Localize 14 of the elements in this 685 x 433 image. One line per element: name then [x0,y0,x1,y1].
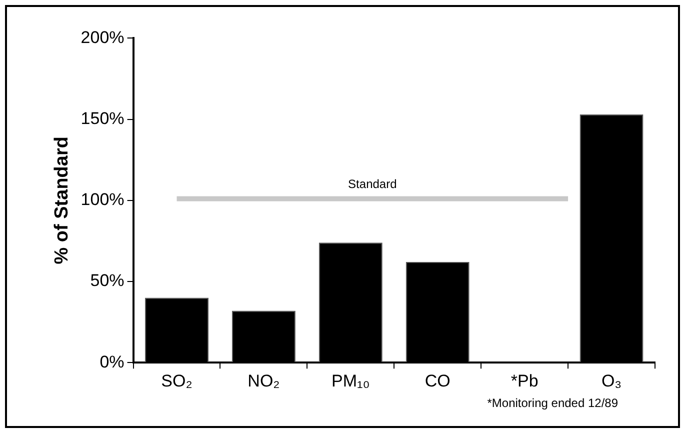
text: *Monitoring ended 12/89 [487,396,618,410]
y-tick-label: 100% [80,190,124,210]
ref-line-label: Standard [348,177,397,192]
y-tick-label: 200% [80,28,124,47]
x-tick-label: CO [424,371,450,390]
y-tick-label: 0% [100,352,124,372]
x-tick-label: SO₂ [161,371,192,390]
x-tick-label: *Pb [510,371,538,390]
x-tick-label: PM₁₀ [332,371,370,390]
y-tick-label: 150% [80,108,124,128]
y-tick-label: 50% [90,271,124,290]
y-axis-title: % of Standard [52,136,73,264]
x-tick-label: NO₂ [248,371,280,390]
x-tick-label: O₃ [601,371,622,390]
